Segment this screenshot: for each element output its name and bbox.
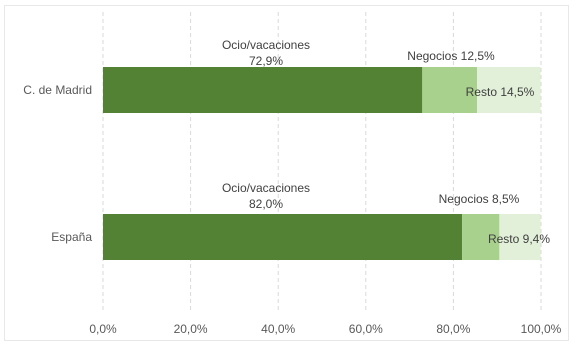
x-tick-label-0: 0,0% bbox=[89, 322, 117, 336]
chart-frame bbox=[4, 5, 569, 341]
x-tick-label-3: 60,0% bbox=[349, 322, 383, 336]
category-label-0: C. de Madrid bbox=[23, 83, 92, 97]
data-value-label-0-0: 72,9% bbox=[249, 54, 283, 68]
bar-0-2 bbox=[477, 67, 541, 113]
data-label-0-0: Ocio/vacaciones bbox=[222, 38, 310, 52]
category-label-1: España bbox=[51, 230, 92, 244]
bar-1-2 bbox=[499, 214, 541, 260]
bar-1-1 bbox=[462, 214, 500, 260]
data-label-1-0: Negocios 12,5% bbox=[407, 49, 495, 63]
data-label-2-0: Resto 14,5% bbox=[466, 85, 535, 99]
bar-1-0 bbox=[103, 214, 463, 260]
x-tick-label-5: 100,0% bbox=[521, 322, 562, 336]
data-label-1-1: Negocios 8,5% bbox=[439, 192, 520, 206]
x-tick-label-4: 80,0% bbox=[436, 322, 470, 336]
data-value-label-0-1: 82,0% bbox=[249, 197, 283, 211]
bar-0-1 bbox=[422, 67, 478, 113]
data-label-0-1: Ocio/vacaciones bbox=[222, 181, 310, 195]
x-tick-label-1: 20,0% bbox=[174, 322, 208, 336]
bar-0-0 bbox=[103, 67, 423, 113]
data-label-2-1: Resto 9,4% bbox=[488, 232, 550, 246]
x-tick-label-2: 40,0% bbox=[261, 322, 295, 336]
